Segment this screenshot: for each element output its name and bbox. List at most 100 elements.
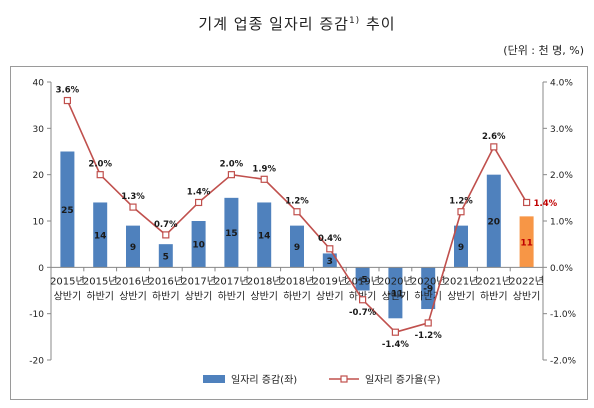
bar	[158, 244, 173, 268]
line-marker	[195, 198, 203, 207]
x-tick-label-half: 상반기	[382, 290, 410, 302]
x-tick-label-year: 2021년	[476, 275, 511, 287]
line-value-label: 1.4%	[534, 199, 558, 209]
bar-value-label: -11	[387, 289, 403, 299]
x-tick-label-half: 하반기	[480, 289, 508, 302]
x-tick-label-year: 2016년	[116, 275, 151, 287]
x-tick-label-half: 상반기	[513, 290, 541, 302]
chart-title-text: 기계 업종 일자리 증감	[198, 15, 349, 33]
bar	[454, 225, 468, 268]
legend-label-bar: 일자리 증감(좌)	[231, 374, 297, 386]
line-value-label: 1.2%	[285, 197, 309, 207]
x-tick-label-half: 하반기	[152, 289, 180, 302]
x-tick-label-half: 상반기	[447, 290, 475, 302]
chart-title-footnote: 1)	[348, 16, 361, 26]
x-tick-label-half: 하반기	[218, 289, 246, 302]
line-value-label: 1.9%	[252, 164, 276, 174]
bar-value-label: 14	[258, 231, 271, 241]
x-tick-label-year: 2018년	[247, 275, 282, 287]
x-tick-label-half: 하반기	[86, 289, 114, 302]
chart-title: 기계 업종 일자리 증감1) 추이	[0, 13, 594, 34]
bar	[224, 197, 239, 268]
legend-label-line: 일자리 증가율(우)	[365, 374, 440, 386]
line-value-label: 0.4%	[318, 234, 342, 244]
bar-value-label: 3	[327, 257, 333, 267]
x-tick-label-year: 2019년	[345, 275, 380, 287]
y-left-tick-label: 40	[33, 79, 45, 89]
x-tick-label-half: 상반기	[54, 290, 82, 302]
x-tick-label-year: 2015년	[50, 275, 85, 287]
line-value-label: 2.0%	[220, 160, 244, 170]
line-value-label: 1.2%	[449, 197, 473, 207]
line-value-label: 1.3%	[121, 192, 145, 202]
combo-chart: -20 -10 0 10 20 30 40 -2.0% -1.0% 0.0% 1.0% 2.0% 3.0…	[29, 79, 577, 387]
x-tick-label-half: 상반기	[316, 290, 344, 302]
bar-value-label: 25	[61, 206, 74, 216]
y-right-tick-label: 4.0%	[550, 79, 573, 89]
bar-value-label: 9	[458, 243, 464, 253]
y-right-tick-label: -1.0%	[550, 310, 577, 320]
bar	[93, 202, 108, 268]
y-right-tick-label: 1.0%	[550, 218, 573, 228]
bar-value-label: 14	[94, 231, 107, 241]
y-right-tick-label: 0.0%	[550, 264, 573, 274]
bar	[257, 202, 272, 268]
line-marker	[391, 328, 399, 336]
line-marker	[227, 171, 235, 179]
bar-value-label: -9	[423, 285, 433, 295]
line-marker	[96, 171, 104, 179]
bar	[60, 151, 75, 268]
y-right-tick-label: 2.0%	[550, 171, 573, 181]
x-tick-label-year: 2020년	[378, 275, 413, 287]
y-left-tick-label: 10	[33, 218, 45, 228]
bar-value-label: 9	[130, 243, 136, 253]
y-right-tick-label: 3.0%	[550, 125, 573, 135]
line-value-label: -0.7%	[349, 308, 377, 318]
y-left-tick-label: -20	[29, 357, 44, 367]
line-marker	[490, 143, 498, 151]
line-marker	[457, 208, 465, 216]
bar	[388, 267, 403, 319]
bar-value-label: 20	[488, 218, 501, 228]
line-value-label: 2.6%	[482, 132, 506, 142]
x-tick-label-year: 2016년	[148, 275, 183, 287]
y-left-tick-label: -10	[29, 310, 44, 320]
bar	[290, 225, 304, 268]
line-marker	[293, 208, 301, 216]
line-value-label: 3.6%	[56, 86, 80, 96]
line-value-label: -1.4%	[382, 340, 410, 350]
bar-value-label: 9	[294, 243, 300, 253]
chart-title-tail: 추이	[360, 15, 396, 33]
x-tick-label-year: 2018년	[280, 275, 315, 287]
x-tick-label-half: 상반기	[119, 290, 147, 302]
x-tick-label-half: 하반기	[349, 289, 377, 302]
y-right-tick-label: -2.0%	[550, 357, 577, 367]
line-value-label: -1.2%	[415, 331, 443, 341]
x-tick-label-year: 2017년	[181, 275, 216, 287]
line-marker	[522, 198, 531, 207]
line-marker	[63, 96, 72, 105]
y-left-tick-label: 20	[33, 171, 45, 181]
bar	[486, 174, 501, 268]
line-marker	[260, 175, 268, 183]
bar-value-label: 11	[520, 238, 533, 248]
x-tick-label-half: 하반기	[283, 289, 311, 302]
line-marker	[424, 319, 432, 327]
line-value-label: 0.7%	[154, 220, 178, 230]
x-tick-label-year: 2020년	[411, 275, 446, 287]
y-left-tick-label: 0	[38, 264, 44, 274]
legend-swatch-bar	[203, 375, 225, 383]
x-tick-label-year: 2019년	[312, 275, 347, 287]
line-value-label: 2.0%	[88, 160, 112, 170]
line-marker	[326, 245, 334, 253]
x-tick-label-half: 상반기	[185, 290, 213, 302]
x-tick-label-year: 2015년	[83, 275, 118, 287]
bar	[421, 267, 436, 310]
bar	[519, 216, 534, 268]
bar	[355, 267, 370, 291]
chart-frame: -20 -10 0 10 20 30 40 -2.0% -1.0% 0.0% 1.0% 2.0% 3.0…	[10, 66, 588, 400]
bar	[126, 225, 140, 268]
bar-value-label: -5	[358, 275, 368, 285]
bar	[322, 253, 337, 268]
x-tick-label-year: 2021년	[444, 275, 479, 287]
